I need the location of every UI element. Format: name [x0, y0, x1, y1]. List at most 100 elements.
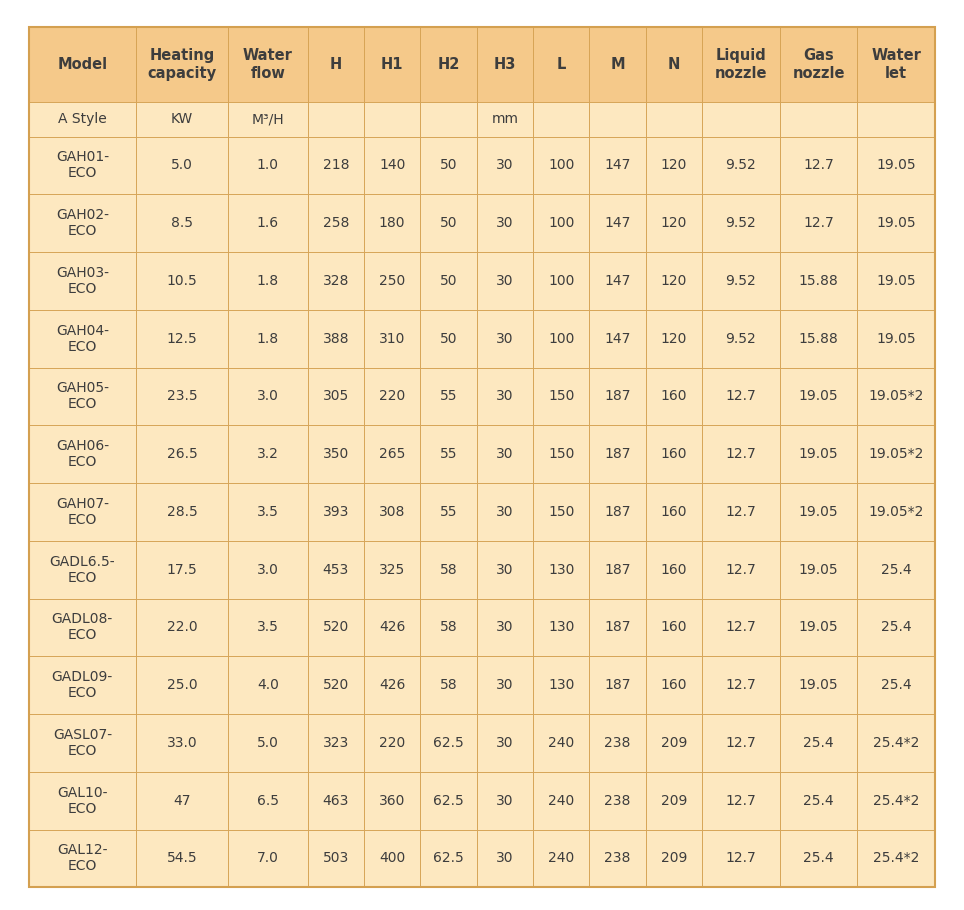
Text: 25.4: 25.4 [881, 621, 912, 634]
Bar [589, 425, 646, 483]
Text: 187: 187 [604, 562, 630, 577]
Bar [364, 425, 420, 483]
Text: Model: Model [57, 57, 107, 72]
Bar [702, 772, 780, 830]
Bar [364, 102, 420, 136]
Text: 310: 310 [379, 331, 405, 346]
Bar [364, 483, 420, 541]
Bar [646, 425, 702, 483]
Bar [476, 772, 533, 830]
Text: 19.05: 19.05 [876, 158, 916, 172]
Bar [780, 483, 857, 541]
Text: Water
let: Water let [871, 48, 922, 81]
Text: 5.0: 5.0 [171, 158, 193, 172]
Text: 25.4*2: 25.4*2 [873, 736, 920, 750]
Bar [702, 368, 780, 425]
Text: GADL09-
ECO: GADL09- ECO [52, 670, 113, 700]
Text: 25.4: 25.4 [881, 562, 912, 577]
Bar [533, 102, 589, 136]
Bar [533, 368, 589, 425]
Text: 12.7: 12.7 [726, 794, 756, 808]
Bar [136, 27, 228, 102]
Text: 520: 520 [323, 621, 349, 634]
Text: 12.7: 12.7 [803, 217, 834, 230]
Bar [29, 830, 136, 887]
Bar [476, 714, 533, 772]
Bar [228, 425, 308, 483]
Text: GAH03-
ECO: GAH03- ECO [56, 266, 109, 296]
Bar [533, 136, 589, 194]
Bar [533, 194, 589, 252]
Text: 187: 187 [604, 389, 630, 403]
Bar [308, 714, 364, 772]
Text: 19.05: 19.05 [799, 621, 839, 634]
Text: 30: 30 [496, 678, 514, 693]
Text: 187: 187 [604, 621, 630, 634]
Text: 187: 187 [604, 505, 630, 519]
Text: 388: 388 [323, 331, 349, 346]
Bar [857, 599, 935, 656]
Text: 30: 30 [496, 447, 514, 461]
Text: 453: 453 [323, 562, 349, 577]
Bar [308, 541, 364, 599]
Bar [29, 425, 136, 483]
Text: 9.52: 9.52 [726, 217, 756, 230]
Bar [646, 483, 702, 541]
Text: GAH07-
ECO: GAH07- ECO [56, 497, 109, 527]
Text: 19.05: 19.05 [799, 505, 839, 519]
Bar [308, 136, 364, 194]
Text: GAH06-
ECO: GAH06- ECO [56, 439, 109, 470]
Text: 160: 160 [660, 389, 687, 403]
Text: 350: 350 [323, 447, 349, 461]
Bar [364, 772, 420, 830]
Bar [228, 656, 308, 714]
Bar [857, 483, 935, 541]
Bar [780, 541, 857, 599]
Text: 147: 147 [604, 274, 630, 288]
Bar [364, 194, 420, 252]
Text: 30: 30 [496, 158, 514, 172]
Text: 240: 240 [548, 794, 575, 808]
Bar [533, 27, 589, 102]
Text: 220: 220 [379, 736, 405, 750]
Bar [702, 136, 780, 194]
Text: 130: 130 [548, 621, 575, 634]
Bar [780, 714, 857, 772]
Text: 238: 238 [604, 794, 630, 808]
Text: 7.0: 7.0 [256, 852, 279, 865]
Text: M: M [610, 57, 625, 72]
Bar [702, 656, 780, 714]
Bar [589, 194, 646, 252]
Bar [857, 656, 935, 714]
Bar [228, 830, 308, 887]
Text: GAH02-
ECO: GAH02- ECO [56, 208, 109, 238]
Text: 323: 323 [323, 736, 349, 750]
Text: 54.5: 54.5 [167, 852, 198, 865]
Text: GAH05-
ECO: GAH05- ECO [56, 381, 109, 411]
Bar [780, 309, 857, 368]
Bar [476, 102, 533, 136]
Text: 130: 130 [548, 562, 575, 577]
Bar [476, 368, 533, 425]
Text: 503: 503 [323, 852, 349, 865]
Text: 50: 50 [440, 331, 457, 346]
Bar [308, 830, 364, 887]
Bar [228, 252, 308, 309]
Bar [646, 27, 702, 102]
Bar [308, 656, 364, 714]
Bar [476, 830, 533, 887]
Bar [780, 194, 857, 252]
Bar [589, 136, 646, 194]
Bar [136, 309, 228, 368]
Bar [228, 136, 308, 194]
Bar [533, 656, 589, 714]
Text: H: H [330, 57, 342, 72]
Text: H3: H3 [494, 57, 516, 72]
Bar [29, 102, 136, 136]
Text: 120: 120 [660, 331, 687, 346]
Bar [533, 309, 589, 368]
Bar [857, 136, 935, 194]
Text: 19.05: 19.05 [876, 217, 916, 230]
Bar [308, 27, 364, 102]
Bar [420, 309, 476, 368]
